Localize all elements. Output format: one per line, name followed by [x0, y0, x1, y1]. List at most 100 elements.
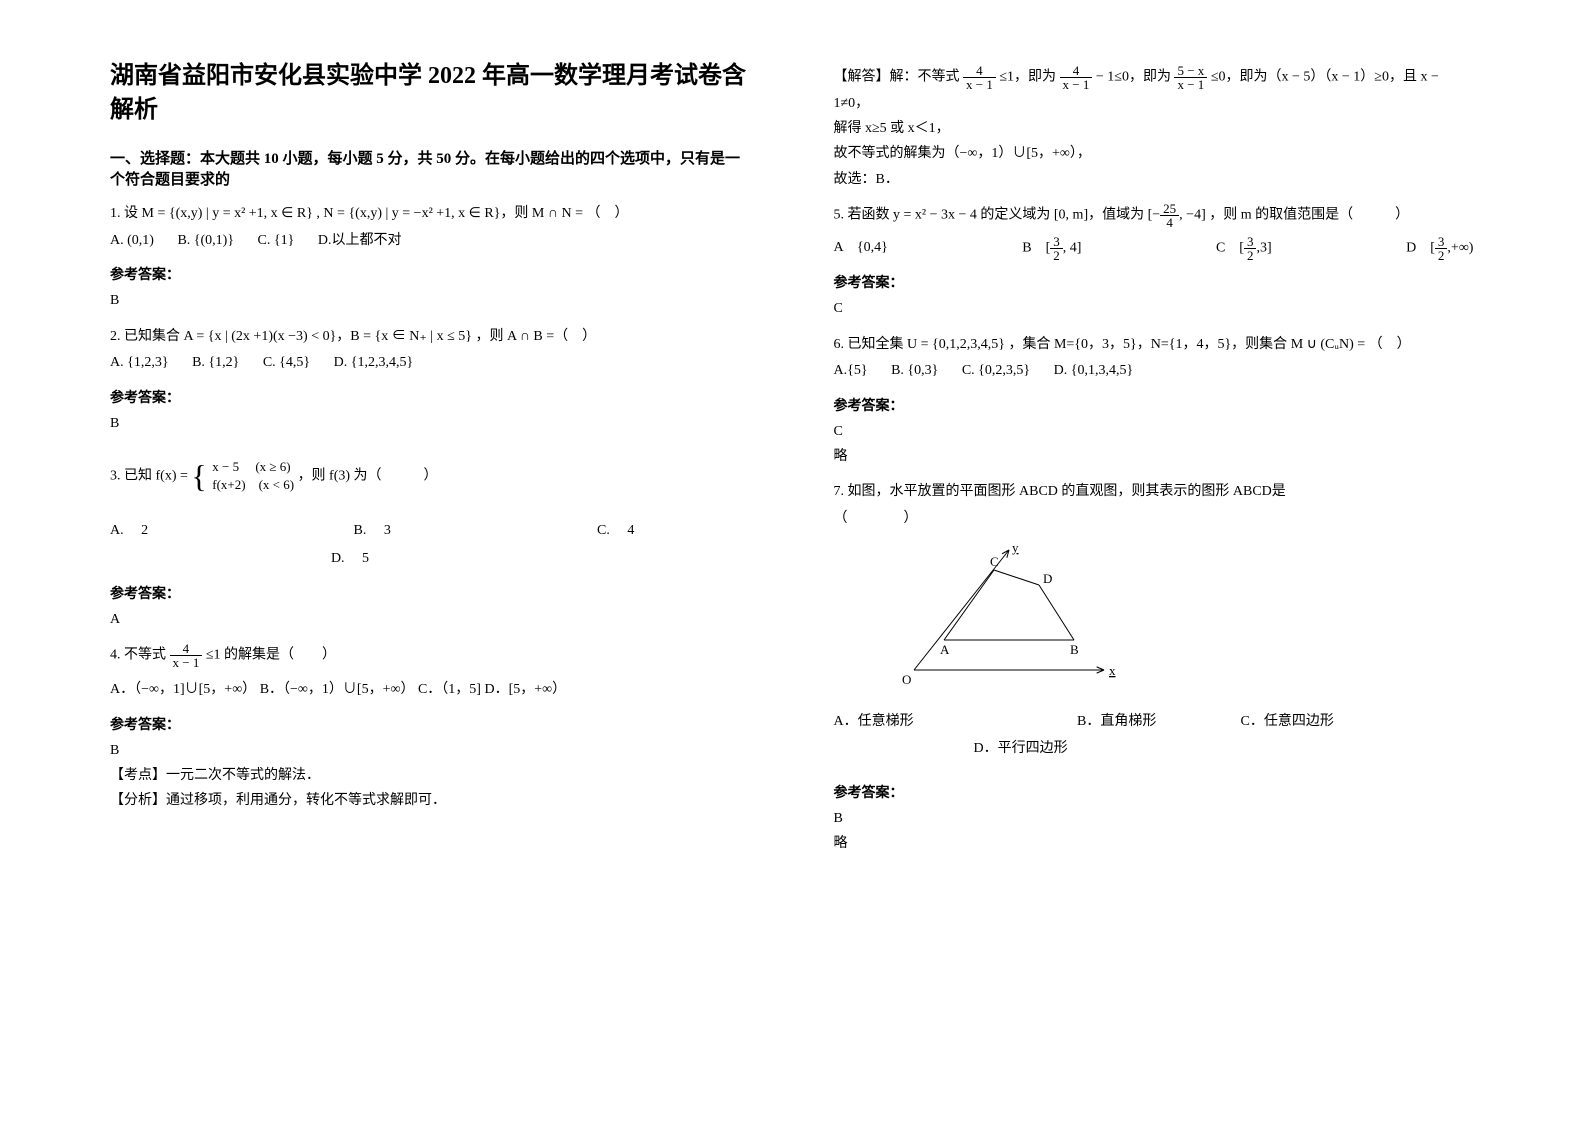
question-1: 1. 设 M = {(x,y) | y = x² +1, x ∈ R} , N … — [110, 201, 754, 254]
frac-den: x − 1 — [1174, 78, 1207, 91]
question-4: 4. 不等式 4 x − 1 ≤1 的解集是（ ） A．（−∞，1]∪[5，+∞… — [110, 642, 754, 704]
q5-optA-l: A — [834, 240, 843, 255]
q5-range-frac: 25 4 — [1160, 202, 1179, 229]
sol4-frac1: 4 x − 1 — [963, 64, 996, 91]
svg-text:D: D — [1043, 571, 1052, 586]
q5-optD-l: D — [1406, 241, 1416, 256]
q4-optA: A．（−∞，1]∪[5，+∞） — [110, 682, 256, 697]
q6-u: U = {0,1,2,3,4,5} — [907, 337, 1005, 352]
q4-optD: D．[5，+∞） — [484, 682, 566, 697]
q1-equation: M = {(x,y) | y = x² +1, x ∈ R} , N = {(x… — [142, 206, 584, 221]
q6-blank: （ ） — [1369, 337, 1411, 352]
question-7: 7. 如图，水平放置的平面图形 ABCD 的直观图，则其表示的图形 ABCD是 … — [834, 479, 1478, 762]
q6-optB: B. {0,3} — [891, 363, 938, 378]
q6-optA: A.{5} — [834, 363, 868, 378]
answer-label: 参考答案： — [834, 395, 1478, 415]
frac-num: 3 — [1050, 235, 1063, 249]
answer-label: 参考答案： — [110, 583, 754, 603]
q3-fn: f(x) = — [156, 469, 188, 484]
q7-diagram: OxyABCD — [874, 540, 1478, 701]
sol4-line2: 解得 x≥5 或 x＜1， — [834, 116, 1478, 141]
svg-text:y: y — [1012, 540, 1019, 555]
sol4-mid1: ≤1，即为 — [999, 70, 1056, 85]
q5-tail: ，则 m 的取值范围是（ ） — [1209, 207, 1409, 222]
q6-note: 略 — [834, 444, 1478, 469]
q3-prefix: 3. 已知 — [110, 469, 152, 484]
frac-num: 3 — [1435, 235, 1448, 249]
svg-text:C: C — [990, 554, 999, 569]
frac-num: 4 — [1060, 64, 1093, 78]
q2-optB: B. {1,2} — [192, 355, 239, 370]
q4-answer-letter: B — [110, 738, 754, 763]
q4-optB: B．（−∞，1）∪[5，+∞） — [260, 682, 415, 697]
q2-optA: A. {1,2,3} — [110, 355, 169, 370]
q5-prefix: 5. 若函数 — [834, 207, 890, 222]
q4-analysis: 【分析】通过移项，利用通分，转化不等式求解即可． — [110, 788, 754, 813]
q6-optD: D. {0,1,3,4,5} — [1054, 363, 1134, 378]
q2-equation: A = {x | (2x +1)(x −3) < 0}，B = {x ∈ N₊ … — [184, 329, 472, 344]
q3-answer: A — [110, 607, 754, 632]
sol4-line4: 故选：B． — [834, 167, 1478, 192]
q3-optC: C. 4 — [597, 523, 634, 538]
answer-label: 参考答案： — [110, 714, 754, 734]
sol4-prefix: 【解答】解：不等式 — [834, 70, 960, 85]
q2-optC: C. {4,5} — [263, 355, 310, 370]
q3-row2: f(x+2) (x < 6) — [212, 476, 294, 494]
frac-den: 2 — [1244, 249, 1257, 262]
q3-optB: B. 3 — [354, 517, 594, 545]
answer-label: 参考答案： — [834, 272, 1478, 292]
q5-optC-l: C — [1216, 241, 1225, 256]
q7-note: 略 — [834, 831, 1478, 856]
q1-prefix: 1. 设 — [110, 206, 138, 221]
q2-tail: ，则 A ∩ B =（ ） — [475, 329, 596, 344]
q6-prefix: 6. 已知全集 — [834, 337, 904, 352]
frac-num: 4 — [963, 64, 996, 78]
q1-optD: D.以上都不对 — [318, 233, 402, 248]
q3-tail: ，则 f(3) 为（ ） — [298, 469, 438, 484]
svg-text:O: O — [902, 672, 911, 687]
piecewise-brace: x − 5 (x ≥ 6) f(x+2) (x < 6) — [191, 446, 294, 507]
question-2: 2. 已知集合 A = {x | (2x +1)(x −3) < 0}，B = … — [110, 324, 754, 377]
q3-optD: D. 5 — [331, 551, 369, 566]
q5-mid1: 的定义域为 [0, m]，值域为 — [980, 207, 1144, 222]
q3-optA: A. 2 — [110, 517, 350, 545]
svg-text:B: B — [1070, 642, 1079, 657]
q7-answer-letter: B — [834, 806, 1478, 831]
question-6: 6. 已知全集 U = {0,1,2,3,4,5} ，集合 M={0，3，5}，… — [834, 332, 1478, 385]
svg-text:x: x — [1109, 663, 1116, 678]
q6-mid: ，集合 M={0，3，5}，N={1，4，5}，则集合 — [1008, 337, 1287, 352]
frac-den: 2 — [1050, 249, 1063, 262]
q6-answer-letter: C — [834, 419, 1478, 444]
sol4-frac3: 5 − x x − 1 — [1174, 64, 1207, 91]
q1-optC: C. {1} — [258, 233, 295, 248]
sol4-mid2: − 1≤0，即为 — [1096, 70, 1171, 85]
q4-prefix: 4. 不等式 — [110, 648, 166, 663]
sol4-frac2: 4 x − 1 — [1060, 64, 1093, 91]
q1-optB: B. {(0,1)} — [177, 233, 234, 248]
q4-frac-num: 4 — [170, 642, 203, 656]
section-heading: 一、选择题：本大题共 10 小题，每小题 5 分，共 50 分。在每小题给出的四… — [110, 147, 754, 189]
q7-optC: C．任意四边形 — [1241, 714, 1334, 729]
q4-solution: 【解答】解：不等式 4 x − 1 ≤1，即为 4 x − 1 − 1≤0，即为… — [834, 64, 1478, 192]
frac-num: 3 — [1244, 235, 1257, 249]
q7-svg: OxyABCD — [874, 540, 1134, 690]
q7-optB: B．直角梯形 — [1077, 709, 1237, 736]
q6-expr: M ∪ (CᵤN) = — [1291, 337, 1365, 352]
q7-answer: B 略 — [834, 806, 1478, 856]
frac-den: 2 — [1435, 249, 1448, 262]
q6-answer: C 略 — [834, 419, 1478, 469]
q4-tail: ≤1 的解集是（ ） — [206, 648, 336, 663]
answer-label: 参考答案： — [834, 782, 1478, 802]
sol4-line3: 故不等式的解集为（−∞，1）∪[5，+∞）， — [834, 141, 1478, 166]
q2-optD: D. {1,2,3,4,5} — [334, 355, 414, 370]
q4-exam-point: 【考点】一元二次不等式的解法． — [110, 763, 754, 788]
q2-answer: B — [110, 411, 754, 436]
answer-label: 参考答案： — [110, 264, 754, 284]
frac-num: 5 − x — [1174, 64, 1207, 78]
q3-row1: x − 5 (x ≥ 6) — [212, 458, 294, 476]
q5-answer: C — [834, 296, 1478, 321]
q4-answer: B 【考点】一元二次不等式的解法． 【分析】通过移项，利用通分，转化不等式求解即… — [110, 738, 754, 814]
frac-den: x − 1 — [963, 78, 996, 91]
q4-optC: C．（1，5] — [418, 682, 481, 697]
frac-num: 25 — [1160, 202, 1179, 216]
